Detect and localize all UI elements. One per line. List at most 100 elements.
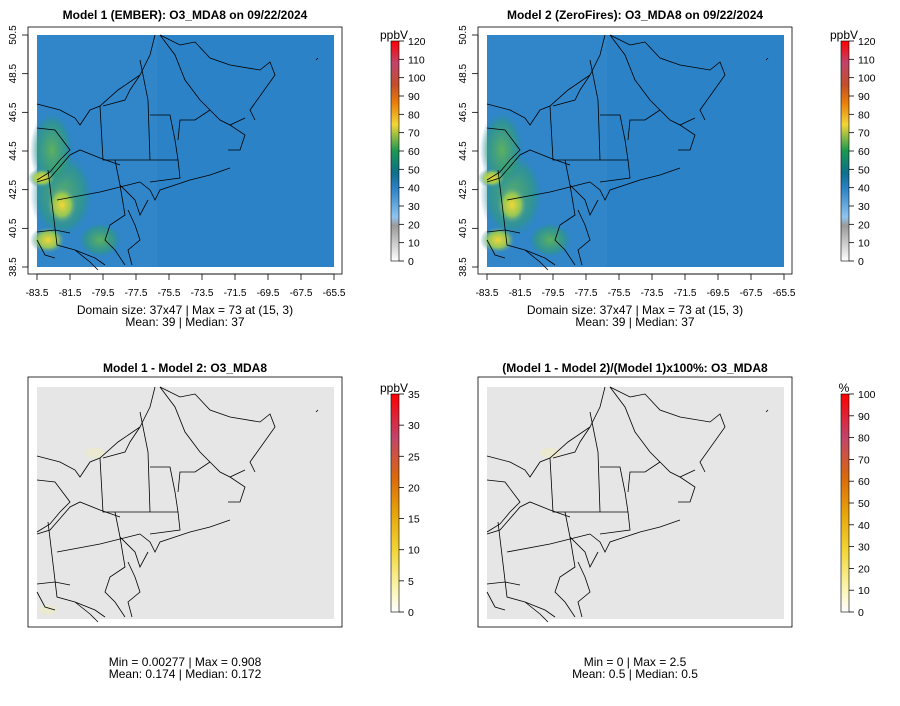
- colorbar-tick-label: 60: [858, 476, 870, 488]
- state-boundaries: [36, 34, 319, 271]
- colorbar-tick-label: 90: [408, 91, 420, 103]
- colorbar-tick-label: 100: [858, 389, 876, 401]
- colorbar: ppbV 0 10 20 30 40 50 60 70 80 90 100 110 120: [380, 28, 426, 268]
- colorbar-tick-label: 30: [408, 420, 420, 432]
- x-tick-label: -71.5: [674, 288, 697, 299]
- colorbar-tick-label: 40: [408, 183, 420, 195]
- x-tick-label: -73.5: [641, 288, 664, 299]
- stats-line-1: Domain size: 37x47 | Max = 73 at (15, 3): [527, 303, 743, 317]
- x-tick-label: -77.5: [575, 288, 598, 299]
- colorbar-tick-label: 40: [858, 520, 870, 532]
- colorbar-tick-label: 10: [408, 545, 420, 557]
- x-tick-label: -75.5: [158, 288, 181, 299]
- panel-title: Model 1 (EMBER): O3_MDA8 on 09/22/2024: [63, 8, 308, 22]
- panel-title: Model 2 (ZeroFires): O3_MDA8 on 09/22/20…: [507, 8, 763, 22]
- x-tick-label: -65.5: [323, 288, 346, 299]
- stats-line-1: Min = 0 | Max = 2.5: [584, 655, 687, 669]
- y-tick-label: 40.5: [8, 218, 19, 238]
- colorbar-tick-label: 70: [858, 128, 870, 140]
- colorbar-tick-label: 110: [858, 54, 875, 66]
- colorbar-tick-label: 5: [408, 576, 414, 588]
- colorbar-tick-label: 120: [408, 36, 426, 48]
- colorbar-tick-label: 110: [408, 54, 425, 66]
- y-axis: 38.5 40.5 42.5 44.5 46.5 48.5 50.5: [458, 25, 479, 277]
- plot-frame: [27, 376, 343, 628]
- colorbar-tick-label: 90: [858, 91, 870, 103]
- y-tick-label: 46.5: [8, 102, 19, 122]
- stats-line-2: Mean: 39 | Median: 37: [125, 315, 245, 329]
- panel-model1: Model 1 (EMBER): O3_MDA8 on 09/22/2024: [8, 8, 426, 329]
- colorbar-tick-label: 20: [408, 482, 420, 494]
- x-tick-label: -83.5: [476, 288, 499, 299]
- colorbar-unit: %: [839, 381, 850, 395]
- x-tick-label: -73.5: [191, 288, 214, 299]
- colorbar-tick-label: 60: [858, 146, 870, 158]
- state-boundaries: [486, 386, 769, 623]
- panel-difference: Model 1 - Model 2: O3_MDA8 Min = 0.00277…: [27, 361, 420, 681]
- y-tick-label: 40.5: [458, 218, 469, 238]
- x-tick-label: -69.5: [257, 288, 280, 299]
- x-tick-label: -67.5: [290, 288, 313, 299]
- colorbar-tick-label: 50: [408, 164, 420, 176]
- colorbar-tick-label: 20: [858, 563, 870, 575]
- x-tick-label: -71.5: [224, 288, 247, 299]
- x-tick-label: -75.5: [608, 288, 631, 299]
- map-field: [28, 35, 334, 267]
- map-field: [487, 387, 784, 619]
- colorbar-tick-label: 70: [858, 454, 870, 466]
- x-tick-label: -65.5: [773, 288, 796, 299]
- y-tick-label: 50.5: [8, 25, 19, 45]
- x-tick-label: -81.5: [59, 288, 82, 299]
- y-tick-label: 46.5: [458, 102, 469, 122]
- colorbar-tick-label: 80: [408, 109, 420, 121]
- colorbar-tick-label: 0: [858, 256, 864, 268]
- colorbar-tick-label: 0: [408, 256, 414, 268]
- colorbar-ticks: 0 10 20 30 40 50 60 70 80 90 100 110 120: [849, 36, 876, 268]
- stats-line-2: Mean: 0.174 | Median: 0.172: [109, 667, 262, 681]
- colorbar-tick-label: 70: [408, 128, 420, 140]
- y-tick-label: 38.5: [458, 257, 469, 277]
- colorbar-unit: ppbV: [380, 28, 408, 42]
- colorbar: ppbV 0 10 20 30 40 50 60 70 80 90 100 110 120: [830, 28, 876, 268]
- x-tick-label: -69.5: [707, 288, 730, 299]
- colorbar-tick-label: 90: [858, 411, 870, 423]
- colorbar-ticks: 0 5 10 15 20 25 30 35: [399, 389, 420, 619]
- colorbar-tick-label: 35: [408, 389, 420, 401]
- colorbar-tick-label: 0: [408, 607, 414, 619]
- y-tick-label: 42.5: [8, 179, 19, 199]
- x-axis: -83.5 -81.5 -79.5 -77.5 -75.5 -73.5 -71.5 -69.5…: [26, 273, 346, 299]
- x-tick-label: -81.5: [509, 288, 532, 299]
- y-tick-label: 44.5: [8, 141, 19, 161]
- y-tick-label: 48.5: [8, 63, 19, 83]
- colorbar-tick-label: 10: [858, 585, 870, 597]
- x-axis: -83.5 -81.5 -79.5 -77.5 -75.5 -73.5 -71.5 -69.5…: [476, 273, 796, 299]
- stats-line-2: Mean: 0.5 | Median: 0.5: [572, 667, 698, 681]
- colorbar: ppbV 0 5 10 15 20 25 30 35: [380, 381, 420, 619]
- panel-model2: Model 2 (ZeroFires): O3_MDA8 on 09/22/20…: [458, 8, 876, 329]
- colorbar-tick-label: 15: [408, 514, 420, 526]
- y-tick-label: 42.5: [458, 179, 469, 199]
- colorbar-tick-label: 50: [858, 498, 870, 510]
- colorbar-unit: ppbV: [830, 28, 858, 42]
- y-tick-label: 44.5: [458, 141, 469, 161]
- colorbar-tick-label: 60: [408, 146, 420, 158]
- colorbar-tick-label: 120: [858, 36, 876, 48]
- plot-frame: [477, 376, 793, 628]
- colorbar-tick-label: 40: [858, 183, 870, 195]
- x-tick-label: -77.5: [125, 288, 148, 299]
- state-boundaries: [486, 34, 769, 271]
- map-field: [478, 35, 784, 267]
- colorbar-ticks: 0 10 20 30 40 50 60 70 80 90 100 110 120: [399, 36, 426, 268]
- colorbar-tick-label: 20: [858, 219, 870, 231]
- y-tick-label: 48.5: [458, 63, 469, 83]
- colorbar-tick-label: 25: [408, 451, 420, 463]
- map-field: [37, 387, 334, 619]
- x-tick-label: -67.5: [740, 288, 763, 299]
- y-tick-label: 38.5: [8, 257, 19, 277]
- colorbar: % 0 10 20 30 40 50 60 70 80 90 100: [839, 381, 876, 619]
- colorbar-tick-label: 20: [408, 219, 420, 231]
- colorbar-tick-label: 100: [858, 73, 876, 85]
- x-tick-label: -79.5: [542, 288, 565, 299]
- colorbar-tick-label: 30: [858, 201, 870, 213]
